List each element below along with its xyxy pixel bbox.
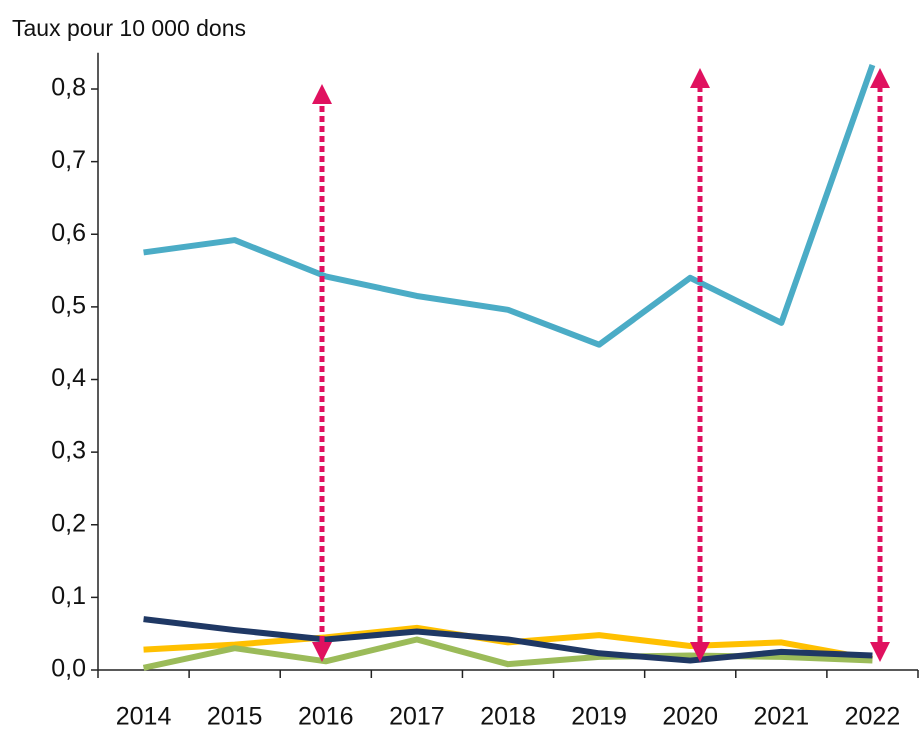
y-tick-label: 0,1 [51, 582, 86, 610]
x-tick-label: 2017 [389, 703, 445, 730]
y-tick-label: 0,5 [51, 291, 86, 319]
y-axis-title: Taux pour 10 000 dons [12, 15, 246, 41]
series-line [143, 616, 873, 664]
y-tick-label: 0,8 [51, 74, 86, 102]
x-tick-label: 2022 [845, 703, 901, 730]
y-tick-label: 0,7 [51, 146, 86, 174]
x-tick-label: 2014 [116, 703, 172, 730]
x-tick-label: 2015 [207, 703, 263, 730]
x-tick-label: 2020 [662, 703, 718, 730]
x-tick-label: 2019 [571, 703, 627, 730]
series-line [143, 64, 876, 348]
y-tick-label: 0,3 [51, 437, 86, 465]
x-tick-label: 2016 [298, 703, 354, 730]
x-tick-label: 2021 [754, 703, 810, 730]
y-tick-label: 0,2 [51, 509, 86, 537]
arrows [312, 68, 890, 662]
x-tick-label: 2018 [480, 703, 536, 730]
y-tick-label: 0,4 [51, 364, 86, 392]
y-tick-label: 0,0 [51, 655, 86, 683]
y-tick-label: 0,6 [51, 219, 86, 247]
